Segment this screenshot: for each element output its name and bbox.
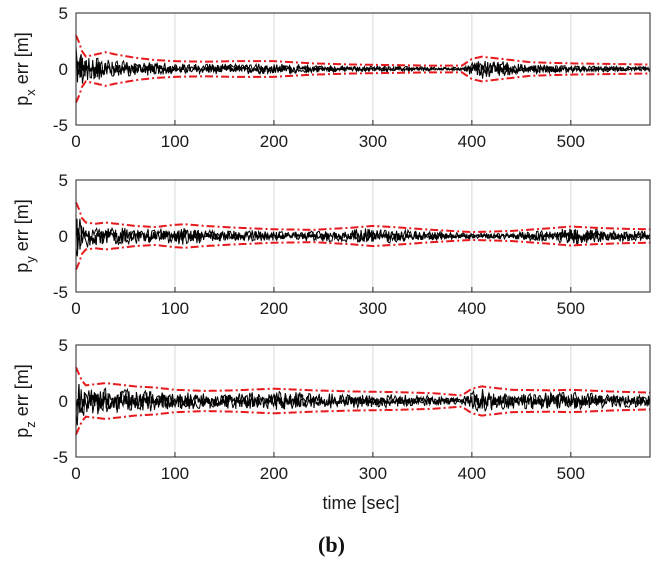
y-axis-label: px err [m] xyxy=(12,32,38,106)
x-tick-label: 300 xyxy=(359,132,387,151)
y-label-sub: x xyxy=(23,89,38,96)
x-tick-label: 500 xyxy=(557,299,585,318)
y-tick-label: 0 xyxy=(59,60,68,79)
y-label-main: p xyxy=(12,428,32,438)
error-trace xyxy=(75,46,651,84)
y-tick-label: 5 xyxy=(59,171,68,190)
error-trace xyxy=(75,218,651,257)
lower-bound-line xyxy=(75,238,651,271)
y-label-rest: err [m] xyxy=(12,32,32,89)
x-tick-label: 500 xyxy=(557,132,585,151)
x-tick-label: 0 xyxy=(71,299,80,318)
x-tick-label: 200 xyxy=(260,132,288,151)
x-tick-label: 400 xyxy=(458,132,486,151)
x-tick-label: 200 xyxy=(260,464,288,483)
y-tick-label: -5 xyxy=(53,116,68,135)
upper-bound-line xyxy=(75,366,651,397)
x-tick-label: 0 xyxy=(71,464,80,483)
figure-caption: (b) xyxy=(318,532,345,557)
y-label-main: p xyxy=(12,96,32,106)
x-tick-label: 100 xyxy=(161,299,189,318)
y-label-sub: z xyxy=(23,421,38,428)
y-tick-label: -5 xyxy=(53,448,68,467)
y-tick-label: 5 xyxy=(59,336,68,355)
x-tick-label: 400 xyxy=(458,299,486,318)
x-tick-label: 400 xyxy=(458,464,486,483)
y-label-sub: y xyxy=(23,256,38,263)
upper-bound-line xyxy=(75,201,651,234)
y-label-main: p xyxy=(12,263,32,273)
lower-bound-line xyxy=(75,405,651,436)
y-label-rest: err [m] xyxy=(12,199,32,256)
y-tick-label: 5 xyxy=(59,4,68,23)
x-axis-label: time [sec] xyxy=(322,493,399,513)
upper-bound-line xyxy=(75,34,651,67)
y-tick-label: 0 xyxy=(59,392,68,411)
x-tick-label: 300 xyxy=(359,464,387,483)
error-trace xyxy=(75,387,651,426)
y-label-rest: err [m] xyxy=(12,364,32,421)
x-tick-label: 300 xyxy=(359,299,387,318)
x-tick-label: 100 xyxy=(161,132,189,151)
x-tick-label: 0 xyxy=(71,132,80,151)
x-tick-label: 500 xyxy=(557,464,585,483)
y-axis-label: py err [m] xyxy=(12,199,38,273)
y-axis-label: pz err [m] xyxy=(12,364,38,438)
x-tick-label: 200 xyxy=(260,299,288,318)
y-tick-label: 0 xyxy=(59,227,68,246)
x-tick-label: 100 xyxy=(161,464,189,483)
y-tick-label: -5 xyxy=(53,283,68,302)
lower-bound-line xyxy=(75,71,651,104)
